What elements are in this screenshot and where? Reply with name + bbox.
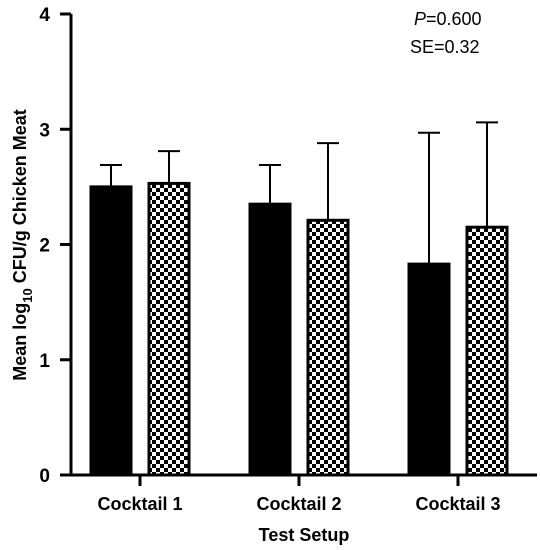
bar-solid-cocktail-1 — [89, 185, 133, 477]
bar-solid-cocktail-3 — [407, 262, 451, 477]
x-tick-label: Cocktail 3 — [415, 494, 500, 514]
y-tick-label: 4 — [39, 5, 50, 26]
y-ticks: 0 1 2 3 4 — [39, 5, 71, 487]
x-axis-title: Test Setup — [259, 525, 350, 545]
p-value-symbol: P — [414, 9, 426, 29]
y-axis-title-suffix: CFU/g Chicken Meat — [10, 109, 30, 288]
y-axis-title-prefix: Mean log — [10, 303, 30, 381]
x-tick-label: Cocktail 1 — [97, 494, 182, 514]
y-axis-title-subscript: 10 — [20, 288, 35, 302]
se-annotation: SE=0.32 — [410, 37, 480, 57]
x-ticks: Cocktail 1 Cocktail 2 Cocktail 3 — [97, 475, 501, 514]
bar-checkered-cocktail-3 — [465, 225, 509, 477]
x-tick-label: Cocktail 2 — [256, 494, 341, 514]
y-tick-label: 3 — [39, 120, 50, 141]
y-axis-title: Mean log10 CFU/g Chicken Meat — [10, 109, 35, 381]
bars-layer — [89, 121, 509, 477]
p-value-number: =0.600 — [426, 9, 482, 29]
y-tick-label: 0 — [39, 466, 50, 487]
p-value-annotation: P=0.600 — [414, 9, 482, 29]
bar-checkered-cocktail-2 — [306, 218, 350, 477]
y-tick-label: 1 — [39, 351, 50, 372]
y-tick-label: 2 — [39, 236, 50, 257]
bar-checkered-cocktail-1 — [147, 181, 191, 477]
bar-solid-cocktail-2 — [248, 202, 292, 477]
